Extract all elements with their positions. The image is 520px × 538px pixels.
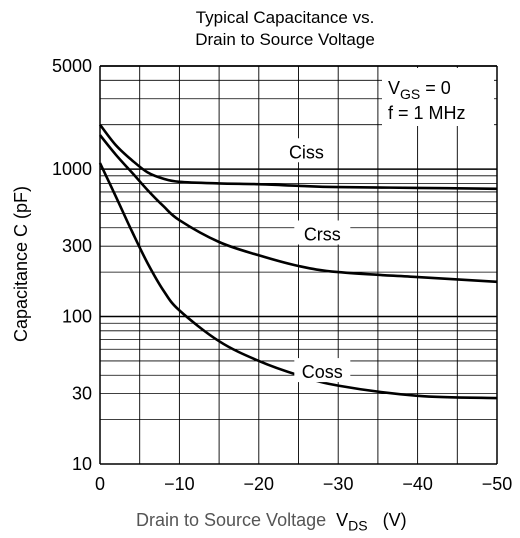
- chart-title-line1: Typical Capacitance vs.: [195, 8, 375, 27]
- axis-ticks: 0 −10 −20 −30 −40 −50 10 30 100 300 1000 5000: [52, 56, 512, 494]
- curve-label-bg: [294, 220, 351, 245]
- y-tick-label: 5000: [52, 56, 92, 76]
- conditions-bg: [382, 68, 494, 126]
- y-tick-label: 100: [62, 307, 92, 327]
- grid: [99, 65, 498, 465]
- x-axis-label-subscript: DS: [348, 517, 368, 534]
- x-tick-label: −30: [323, 474, 354, 494]
- condition-frequency: f = 1 MHz: [388, 103, 466, 123]
- x-axis-label-unit: (V): [382, 510, 407, 530]
- curve-label-crss: Crss: [304, 225, 341, 245]
- x-axis-label: Drain to Source Voltage VDS (V): [136, 510, 407, 534]
- x-tick-label: −50: [482, 474, 513, 494]
- y-tick-label: 1000: [52, 159, 92, 179]
- x-tick-label: −20: [244, 474, 275, 494]
- y-axis-label: Capacitance C (pF): [11, 186, 31, 342]
- y-tick-label: 300: [62, 236, 92, 256]
- series-ciss-line: [98, 123, 498, 191]
- conditions-box: VGS = 0f = 1 MHz: [382, 68, 494, 126]
- x-tick-label: −10: [164, 474, 195, 494]
- x-tick-label: −40: [402, 474, 433, 494]
- series-coss-line: [98, 162, 498, 400]
- curve-label-coss: Coss: [302, 362, 343, 382]
- x-tick-label: 0: [95, 474, 105, 494]
- curve-labels: Ciss Crss Coss: [278, 138, 351, 383]
- series-crss-line: [98, 134, 498, 284]
- curve-label-bg: [278, 138, 335, 163]
- condition-vgs: VGS = 0: [388, 78, 451, 102]
- x-axis-label-text: Drain to Source Voltage: [136, 510, 327, 530]
- curve-label-ciss: Ciss: [289, 142, 324, 162]
- curves: [98, 123, 498, 400]
- y-tick-label: 30: [72, 384, 92, 404]
- chart-title-line2: Drain to Source Voltage: [195, 30, 375, 49]
- curve-label-bg: [294, 358, 351, 383]
- x-axis-label-symbol: V: [336, 510, 349, 530]
- y-tick-label: 10: [72, 454, 92, 474]
